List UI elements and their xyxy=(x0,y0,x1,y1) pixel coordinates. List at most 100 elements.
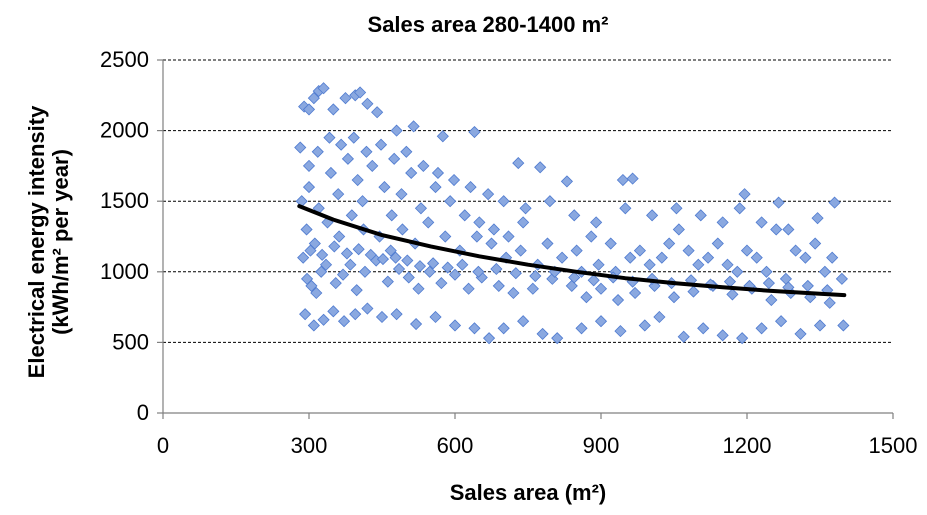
data-point xyxy=(534,161,547,174)
data-point xyxy=(389,251,402,264)
data-point xyxy=(429,310,442,324)
data-point xyxy=(300,223,313,236)
data-point xyxy=(390,308,403,321)
data-point xyxy=(410,317,423,331)
data-point xyxy=(772,196,785,209)
data-point xyxy=(354,86,367,99)
data-point xyxy=(352,243,365,256)
data-point xyxy=(517,315,530,328)
data-point xyxy=(801,279,814,292)
data-point xyxy=(738,188,751,201)
data-point xyxy=(663,237,676,250)
data-point xyxy=(697,322,710,335)
data-point xyxy=(487,223,500,236)
data-point xyxy=(835,272,848,285)
data-point xyxy=(304,244,317,257)
data-point xyxy=(392,262,406,276)
data-point xyxy=(592,258,605,271)
data-point xyxy=(339,92,352,105)
data-point xyxy=(329,277,342,290)
data-point xyxy=(364,248,377,261)
data-point xyxy=(570,244,583,257)
data-point xyxy=(556,251,569,264)
data-point xyxy=(490,262,503,276)
data-point xyxy=(799,251,812,264)
data-point xyxy=(349,308,362,321)
data-point xyxy=(580,291,593,304)
data-point xyxy=(327,103,340,116)
data-point xyxy=(509,267,522,280)
data-point xyxy=(711,237,724,250)
data-point xyxy=(299,308,312,321)
data-point xyxy=(517,216,530,229)
data-point xyxy=(337,315,351,328)
data-point xyxy=(345,209,358,222)
chart-title: Sales area 280-1400 m² xyxy=(368,12,609,37)
data-point xyxy=(497,195,510,208)
data-point xyxy=(512,157,525,170)
data-point xyxy=(317,313,330,326)
data-point xyxy=(643,258,656,271)
data-point xyxy=(551,332,564,345)
data-point xyxy=(464,181,477,194)
data-point xyxy=(604,237,617,250)
y-axis-label-line2: (kWh/m² per year) xyxy=(48,149,73,335)
data-point xyxy=(423,265,436,278)
data-point xyxy=(726,288,739,301)
data-point xyxy=(716,329,729,342)
data-point xyxy=(497,322,510,335)
scatter-points xyxy=(294,82,850,345)
data-point xyxy=(374,138,388,151)
data-point xyxy=(395,188,408,201)
data-point xyxy=(310,286,323,300)
data-point xyxy=(755,216,768,229)
data-point xyxy=(775,315,788,328)
data-point xyxy=(736,332,749,345)
data-point xyxy=(813,319,827,332)
data-point xyxy=(388,152,401,165)
data-point xyxy=(473,216,486,229)
data-point xyxy=(560,175,573,188)
data-point xyxy=(302,159,316,172)
data-point xyxy=(616,173,629,187)
data-point xyxy=(361,97,374,110)
data-point xyxy=(575,322,588,335)
data-point xyxy=(638,319,651,332)
data-point xyxy=(694,209,707,222)
data-point xyxy=(458,209,471,222)
data-point xyxy=(385,209,398,222)
y-tick-label-4: 2000 xyxy=(100,118,149,143)
data-point xyxy=(431,166,445,180)
data-point xyxy=(396,223,409,236)
data-point xyxy=(347,131,360,144)
trend-line-path xyxy=(297,204,847,298)
x-tick-label-0: 0 xyxy=(157,433,169,458)
data-point xyxy=(468,322,481,335)
data-point xyxy=(441,261,454,274)
data-point xyxy=(587,274,600,287)
data-point xyxy=(594,282,608,295)
data-point xyxy=(376,253,390,266)
data-point xyxy=(350,284,363,297)
data-point xyxy=(448,268,462,281)
data-point xyxy=(302,103,316,116)
data-point xyxy=(375,310,389,324)
data-point xyxy=(323,131,336,144)
y-tick-label-2: 1000 xyxy=(100,259,149,284)
data-point xyxy=(667,291,681,304)
data-point xyxy=(716,216,729,229)
data-point xyxy=(448,319,462,332)
data-point xyxy=(543,195,556,208)
data-point xyxy=(483,332,496,345)
data-point xyxy=(435,277,448,290)
data-point xyxy=(760,265,773,278)
data-point xyxy=(315,265,328,278)
y-tick-label-3: 1500 xyxy=(100,188,149,213)
data-point xyxy=(541,237,554,250)
data-point xyxy=(327,305,340,318)
data-point xyxy=(594,315,608,328)
data-point xyxy=(568,271,581,284)
data-point xyxy=(682,244,695,257)
data-point xyxy=(485,237,498,250)
data-point xyxy=(384,244,397,257)
